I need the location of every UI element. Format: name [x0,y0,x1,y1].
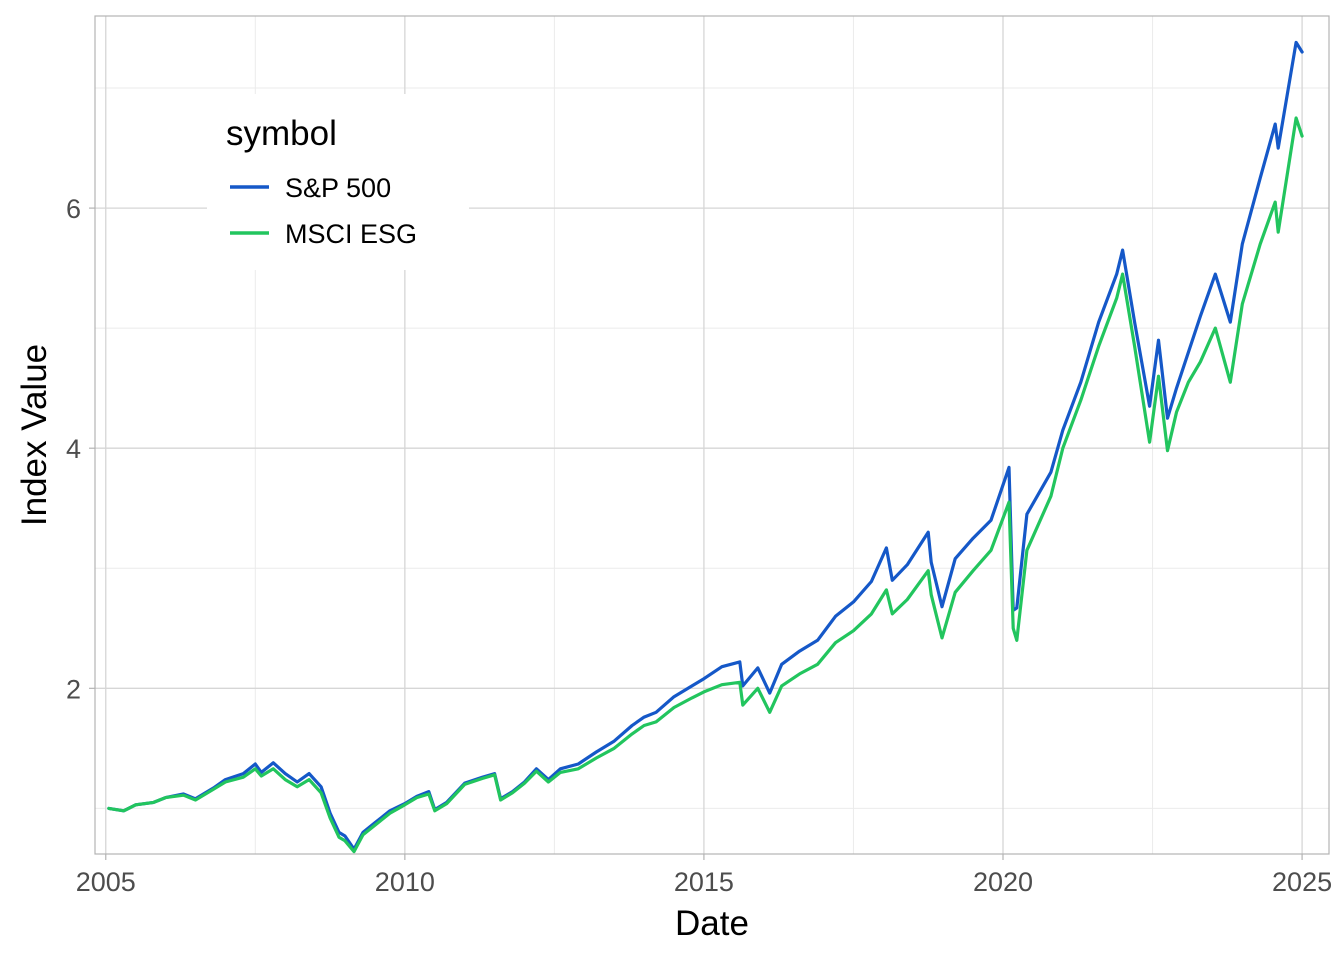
legend-label-msci-esg: MSCI ESG [285,219,417,249]
x-tick-label: 2015 [674,867,734,897]
x-tick-label: 2005 [76,867,136,897]
y-tick-label: 4 [66,434,81,464]
legend: symbol S&P 500 MSCI ESG [207,94,469,270]
series-line-s-p-500 [107,40,1304,851]
legend-label-sp500: S&P 500 [285,173,391,203]
x-tick-label: 2020 [973,867,1033,897]
y-axis: 2 4 6 [66,194,95,704]
y-tick-label: 2 [66,674,81,704]
legend-background [207,94,469,270]
legend-title: symbol [226,114,337,153]
plot-panel-border [94,15,1330,855]
y-tick-label: 6 [66,194,81,224]
x-tick-label: 2025 [1272,867,1332,897]
series-line-msci-esg [107,116,1304,854]
x-tick-label: 2010 [375,867,435,897]
y-axis-title: Index Value [15,344,54,526]
series-layer [107,40,1304,854]
x-axis-title: Date [675,904,749,943]
x-axis: 2005 2010 2015 2020 2025 [76,854,1332,897]
